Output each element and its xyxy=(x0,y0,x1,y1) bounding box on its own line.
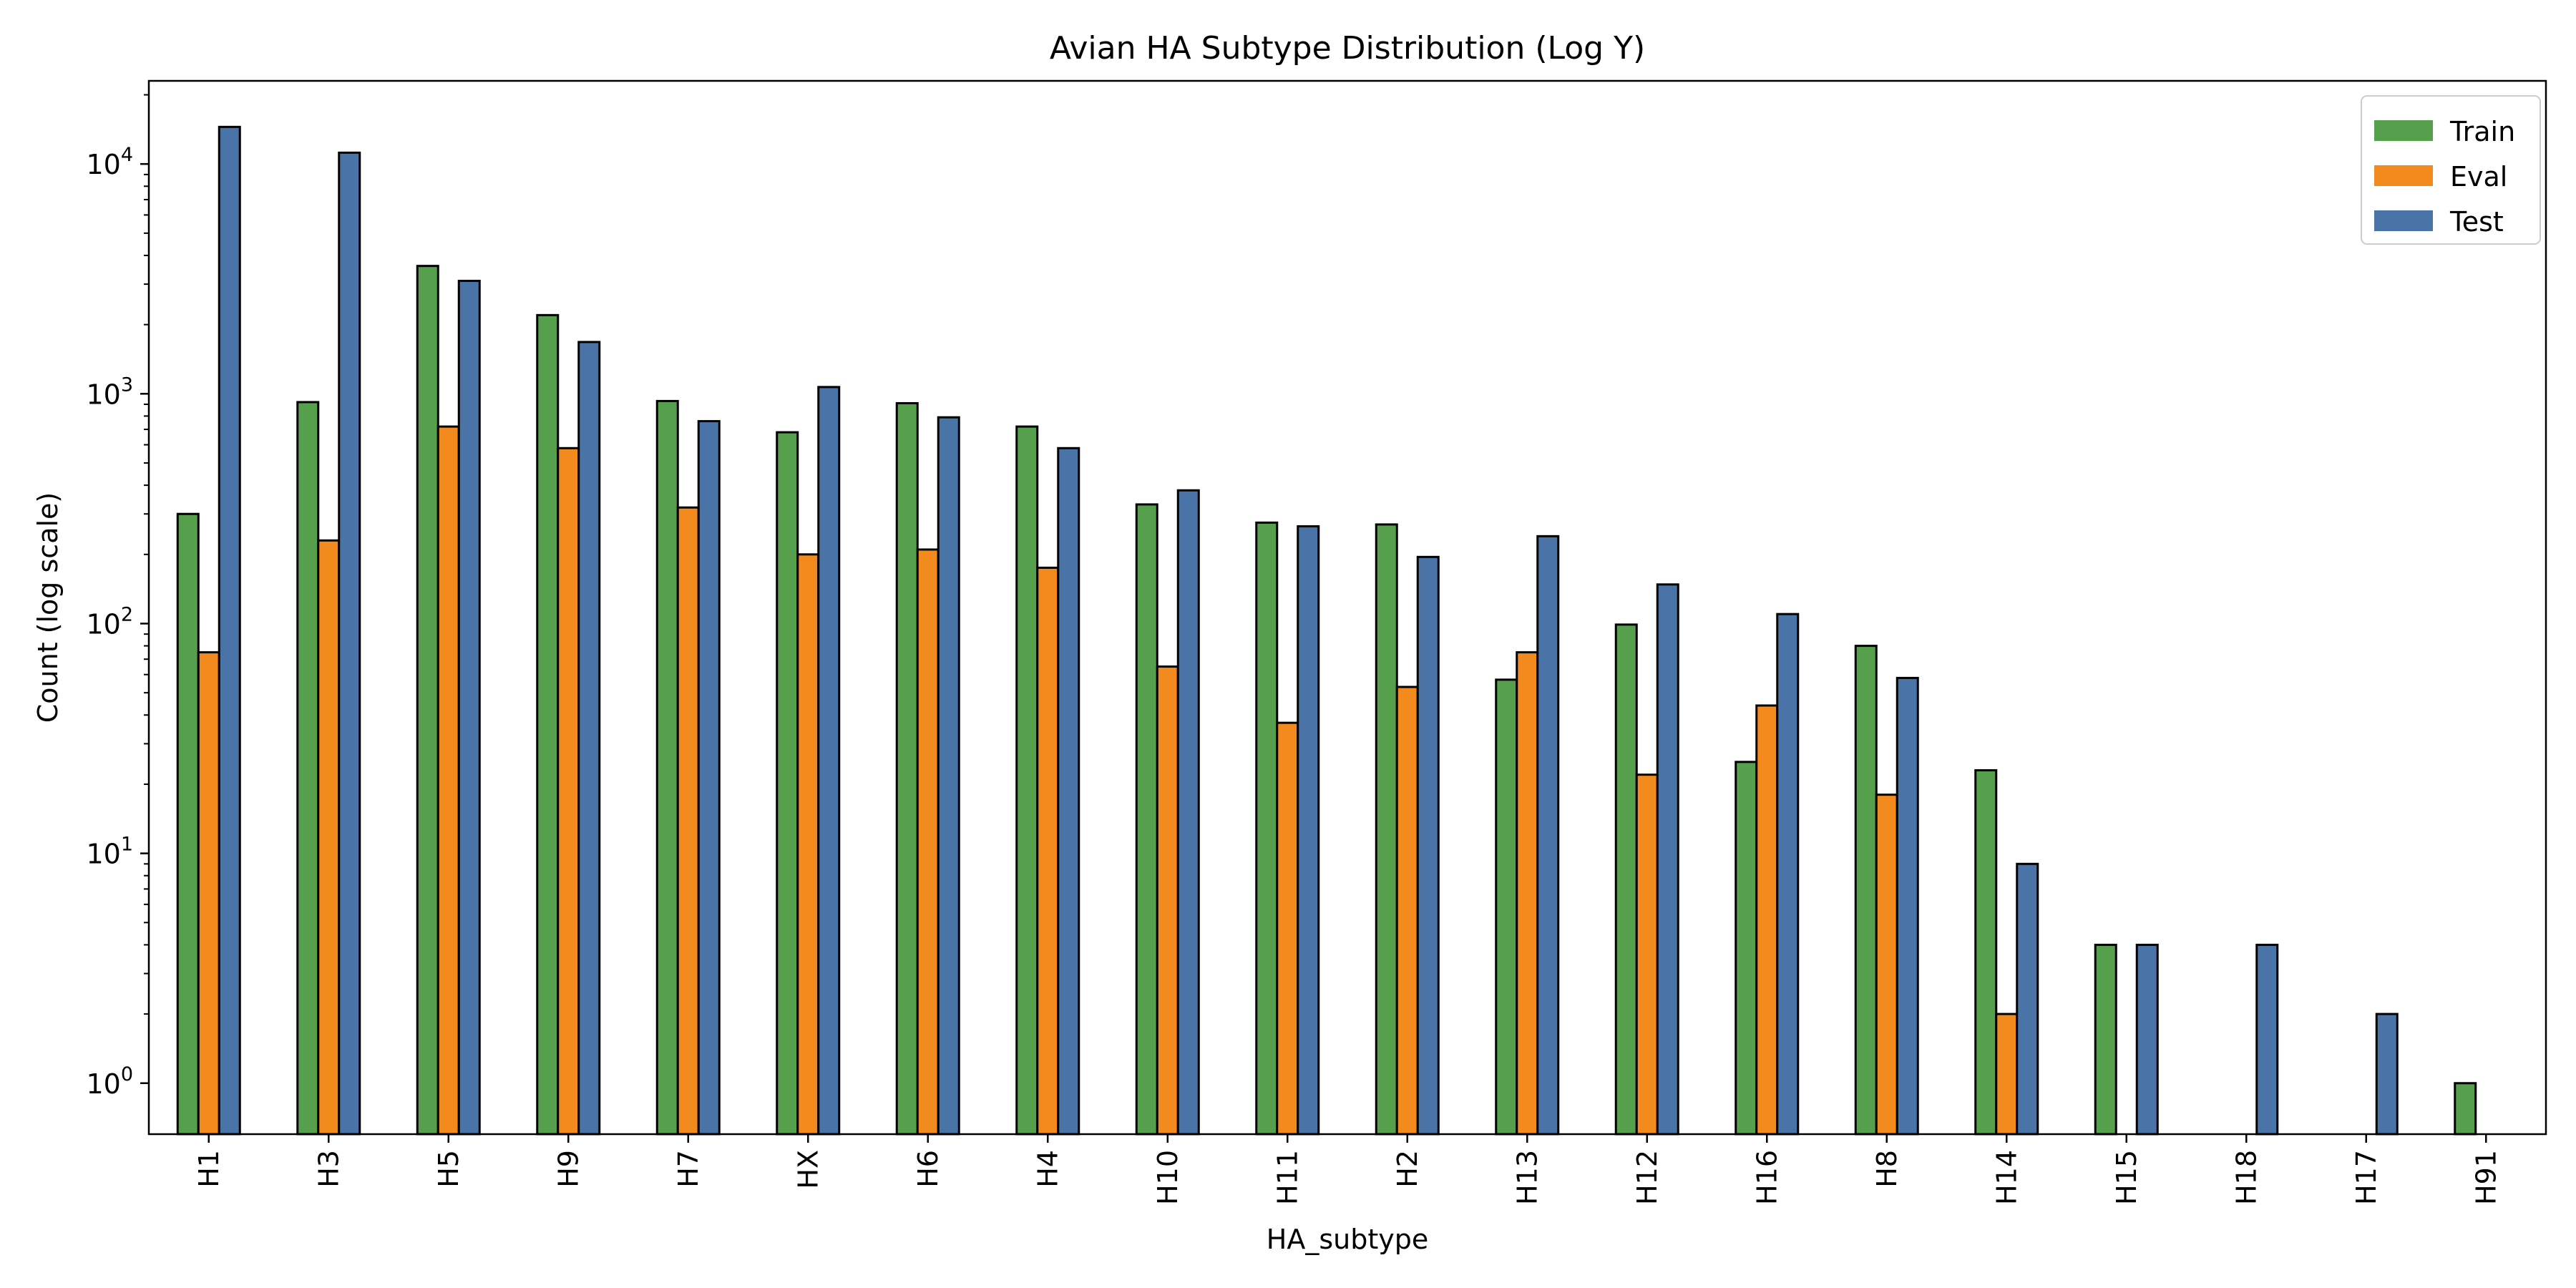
bar-train-h14 xyxy=(1974,769,1998,1136)
bar-train-h9 xyxy=(536,313,560,1136)
bar-train-hx xyxy=(776,431,799,1136)
bar-test-h11 xyxy=(1297,525,1320,1136)
bar-test-h18 xyxy=(2255,943,2279,1136)
x-tick-label: H2 xyxy=(1392,1150,1423,1188)
bar-eval-h16 xyxy=(1755,704,1779,1136)
x-tick-label: H14 xyxy=(1991,1150,2022,1205)
bar-test-h8 xyxy=(1896,676,1919,1136)
bar-test-h9 xyxy=(577,341,601,1136)
x-tick-label: H12 xyxy=(1631,1150,1663,1205)
bar-eval-h3 xyxy=(317,539,341,1136)
bar-train-h5 xyxy=(416,265,439,1136)
bar-test-h16 xyxy=(1776,613,1800,1136)
bar-test-h3 xyxy=(338,151,361,1136)
y-tick-label: 101 xyxy=(86,834,133,870)
bar-train-h1 xyxy=(176,512,200,1136)
legend-swatch-eval xyxy=(2374,165,2433,186)
bar-eval-h5 xyxy=(436,425,460,1136)
x-tick-label: H7 xyxy=(673,1150,704,1188)
bar-train-h10 xyxy=(1135,503,1158,1136)
bar-train-h12 xyxy=(1614,623,1638,1136)
x-tick-label: H13 xyxy=(1511,1150,1543,1205)
x-tick-label: H9 xyxy=(552,1150,584,1188)
x-tick-label: H5 xyxy=(433,1150,464,1188)
bar-train-h3 xyxy=(296,401,320,1136)
bar-eval-h10 xyxy=(1156,665,1179,1136)
bar-train-h11 xyxy=(1255,521,1279,1136)
x-tick-label: H17 xyxy=(2351,1150,2382,1205)
y-axis-label: Count (log scale) xyxy=(32,492,64,723)
legend-swatch-test xyxy=(2374,210,2433,231)
bar-train-h16 xyxy=(1735,761,1758,1136)
bar-test-h17 xyxy=(2375,1013,2399,1136)
bar-eval-h13 xyxy=(1516,651,1539,1136)
bar-test-h2 xyxy=(1416,555,1440,1136)
y-tick-label: 102 xyxy=(86,603,133,640)
legend-swatch-train xyxy=(2374,120,2433,141)
chart-title: Avian HA Subtype Distribution (Log Y) xyxy=(1050,30,1645,67)
bar-test-h1 xyxy=(218,125,241,1136)
bar-test-h4 xyxy=(1057,447,1080,1136)
x-tick-label: H10 xyxy=(1152,1150,1184,1205)
x-tick-label: H3 xyxy=(313,1150,344,1188)
bar-train-h8 xyxy=(1854,645,1878,1136)
y-tick-label: 104 xyxy=(86,144,133,180)
bar-train-h91 xyxy=(2454,1082,2477,1136)
x-tick-label: H18 xyxy=(2230,1150,2262,1205)
bar-eval-h8 xyxy=(1875,794,1898,1136)
bar-test-h15 xyxy=(2135,943,2159,1136)
bar-train-h6 xyxy=(895,401,919,1136)
bar-eval-h2 xyxy=(1395,686,1419,1136)
legend-label-eval: Eval xyxy=(2450,161,2507,192)
plot-frame xyxy=(147,79,2547,1136)
bar-test-hx xyxy=(817,386,841,1136)
x-tick-label: H1 xyxy=(193,1150,225,1188)
bar-train-h7 xyxy=(655,399,679,1136)
bar-train-h2 xyxy=(1375,523,1398,1136)
x-tick-label: H91 xyxy=(2470,1150,2502,1205)
x-tick-label: H11 xyxy=(1272,1150,1303,1205)
x-tick-label: H15 xyxy=(2111,1150,2142,1205)
bar-test-h7 xyxy=(697,420,721,1136)
x-tick-label: H8 xyxy=(1871,1150,1903,1188)
bar-eval-h12 xyxy=(1635,774,1659,1136)
x-tick-label: H6 xyxy=(912,1150,944,1188)
bar-eval-h14 xyxy=(1995,1013,2019,1136)
bar-train-h13 xyxy=(1495,678,1518,1136)
y-tick-label: 100 xyxy=(86,1063,133,1100)
bar-test-h13 xyxy=(1536,535,1560,1136)
bar-test-h14 xyxy=(2016,862,2039,1136)
bar-train-h4 xyxy=(1015,425,1039,1136)
bar-test-h6 xyxy=(937,416,960,1136)
bar-test-h5 xyxy=(457,280,481,1136)
bar-eval-h1 xyxy=(197,651,220,1136)
bar-eval-hx xyxy=(796,553,820,1136)
bar-train-h15 xyxy=(2094,943,2117,1136)
bars-layer xyxy=(176,125,2477,1136)
legend-label-test: Test xyxy=(2449,206,2504,238)
legend-label-train: Train xyxy=(2449,116,2515,147)
bar-eval-h11 xyxy=(1276,721,1299,1136)
bar-test-h12 xyxy=(1656,583,1679,1136)
ticks-layer: H1 H3 H5 H9 H7 HX H6 H4 H10 H11 H2 H13 H12 H16 H8 H14 H1… xyxy=(86,94,2502,1205)
x-axis-label: HA_subtype xyxy=(1267,1224,1428,1255)
bar-eval-h4 xyxy=(1036,566,1060,1136)
bar-eval-h7 xyxy=(676,506,700,1136)
bar-test-h10 xyxy=(1176,489,1200,1136)
x-tick-label: HX xyxy=(792,1150,824,1189)
bar-eval-h9 xyxy=(557,447,580,1136)
bar-eval-h6 xyxy=(916,548,940,1136)
legend: Train Eval Test xyxy=(2361,95,2541,245)
x-tick-label: H16 xyxy=(1751,1150,1782,1205)
y-tick-label: 103 xyxy=(86,374,133,410)
x-tick-label: H4 xyxy=(1032,1150,1063,1188)
